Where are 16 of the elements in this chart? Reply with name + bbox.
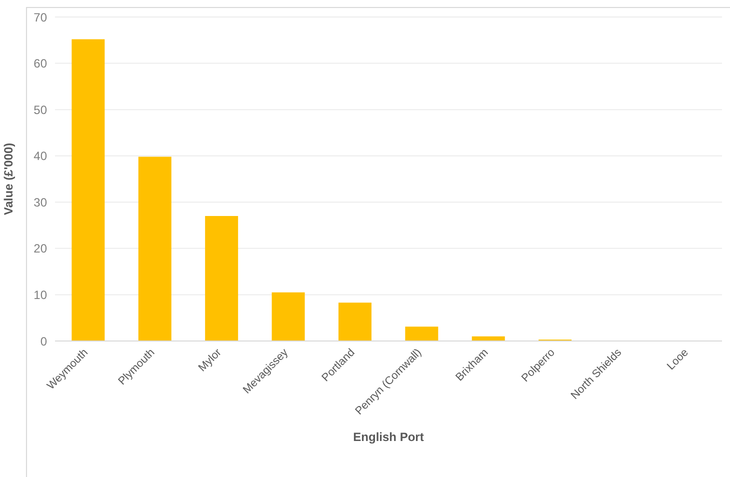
bar [138,156,172,341]
bar [205,216,238,341]
y-tick-label: 70 [34,10,48,24]
y-tick-label: 40 [34,149,48,164]
y-tick-label: 10 [34,288,48,302]
y-tick-label: 50 [34,102,48,117]
bar [338,302,372,341]
y-tick-label: 60 [34,56,48,71]
bar [405,326,438,341]
x-axis-title: English Port [353,430,424,444]
y-tick-label: 30 [34,195,48,210]
y-tick-label: 0 [40,334,48,348]
bar [72,39,105,341]
bar [272,292,305,341]
y-tick-label: 20 [34,242,48,256]
y-axis-title: Value (£'000) [1,142,16,216]
